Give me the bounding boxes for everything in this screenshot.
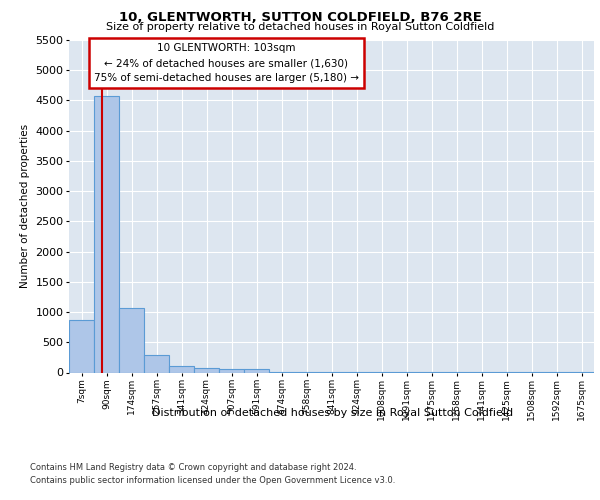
Y-axis label: Number of detached properties: Number of detached properties [20,124,30,288]
Bar [219,369,244,372]
Text: Contains HM Land Registry data © Crown copyright and database right 2024.: Contains HM Land Registry data © Crown c… [30,462,356,471]
Bar [69,320,94,372]
Text: Distribution of detached houses by size in Royal Sutton Coldfield: Distribution of detached houses by size … [152,408,514,418]
Text: 10 GLENTWORTH: 103sqm
← 24% of detached houses are smaller (1,630)
75% of semi-d: 10 GLENTWORTH: 103sqm ← 24% of detached … [94,44,359,83]
Bar [169,366,194,372]
Bar [119,308,144,372]
Bar [244,370,269,372]
Text: Size of property relative to detached houses in Royal Sutton Coldfield: Size of property relative to detached ho… [106,22,494,32]
Bar [94,96,119,372]
Bar [194,368,219,372]
Bar [144,355,169,372]
Text: 10, GLENTWORTH, SUTTON COLDFIELD, B76 2RE: 10, GLENTWORTH, SUTTON COLDFIELD, B76 2R… [119,11,481,24]
Text: Contains public sector information licensed under the Open Government Licence v3: Contains public sector information licen… [30,476,395,485]
